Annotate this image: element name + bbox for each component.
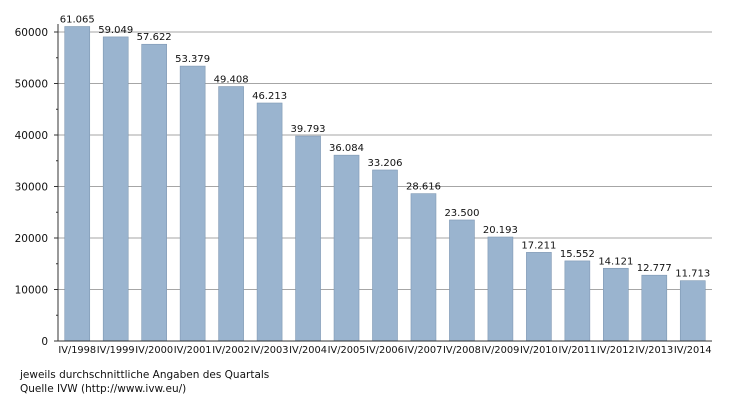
bar bbox=[256, 102, 283, 342]
bar-value-label: 39.793 bbox=[291, 124, 326, 135]
y-tick-label: 20000 bbox=[15, 233, 48, 245]
bar bbox=[141, 43, 167, 342]
x-tick-label: IV/2013 bbox=[635, 345, 673, 356]
bar-value-label: 15.552 bbox=[560, 249, 595, 260]
bar-value-label: 12.777 bbox=[637, 263, 672, 274]
y-tick-label: 60000 bbox=[15, 27, 48, 39]
bar-value-label: 17.211 bbox=[521, 240, 556, 251]
x-tick-label: IV/2002 bbox=[212, 345, 250, 356]
bar bbox=[295, 135, 321, 342]
bar bbox=[487, 236, 514, 342]
x-tick-label: IV/2007 bbox=[405, 345, 443, 356]
y-tick-label: 50000 bbox=[15, 79, 48, 91]
bar-value-label: 20.193 bbox=[483, 225, 518, 236]
x-tick-label: IV/1999 bbox=[97, 345, 135, 356]
x-tick-label: IV/2009 bbox=[481, 345, 519, 356]
x-tick-label: IV/2004 bbox=[289, 345, 327, 356]
bar-value-label: 46.213 bbox=[252, 91, 287, 102]
bar-value-label: 11.713 bbox=[675, 269, 710, 280]
y-tick-label: 0 bbox=[41, 336, 48, 348]
x-tick-label: IV/2012 bbox=[597, 345, 635, 356]
x-tick-label: IV/2005 bbox=[328, 345, 366, 356]
x-tick-label: IV/2006 bbox=[366, 345, 404, 356]
x-tick-label: IV/2014 bbox=[674, 345, 712, 356]
bar-value-label: 36.084 bbox=[329, 143, 364, 154]
bar-value-label: 14.121 bbox=[598, 256, 633, 267]
x-tick-label: IV/2001 bbox=[174, 345, 212, 356]
bar bbox=[449, 219, 475, 342]
bar bbox=[102, 36, 129, 342]
bar bbox=[603, 267, 629, 342]
bar-value-label: 23.500 bbox=[444, 208, 479, 219]
bar-value-label: 59.049 bbox=[98, 25, 133, 36]
bar-value-label: 33.206 bbox=[368, 158, 403, 169]
x-tick-label: IV/1998 bbox=[58, 345, 96, 356]
bar-value-label: 28.616 bbox=[406, 182, 441, 193]
bar bbox=[218, 86, 244, 342]
x-tick-label: IV/2008 bbox=[443, 345, 481, 356]
x-tick-label: IV/2003 bbox=[251, 345, 289, 356]
y-tick-label: 30000 bbox=[15, 182, 48, 194]
bar-value-label: 57.622 bbox=[137, 32, 172, 43]
bar bbox=[679, 280, 706, 342]
x-tick-label: IV/2011 bbox=[558, 345, 596, 356]
bar bbox=[333, 154, 360, 342]
footnote-source: Quelle IVW (http://www.ivw.eu/) bbox=[20, 383, 187, 395]
bar bbox=[641, 274, 668, 342]
y-tick-label: 40000 bbox=[15, 130, 48, 142]
bar bbox=[179, 65, 206, 342]
bar-chart: 0 10000 20000 30000 40000 50000 60000 61.065 IV/… bbox=[15, 15, 712, 356]
bar bbox=[372, 169, 398, 342]
bar-value-label: 53.379 bbox=[175, 54, 210, 65]
y-tick-label: 10000 bbox=[15, 285, 48, 297]
bar bbox=[64, 26, 91, 342]
bar bbox=[564, 260, 591, 342]
footnote-averages: jeweils durchschnittliche Angaben des Qu… bbox=[20, 369, 270, 381]
x-tick-label: IV/2000 bbox=[135, 345, 173, 356]
bar bbox=[526, 252, 552, 342]
x-tick-label: IV/2010 bbox=[520, 345, 558, 356]
bar-value-label: 49.408 bbox=[214, 75, 249, 86]
bar bbox=[410, 193, 437, 342]
bar-value-label: 61.065 bbox=[60, 15, 95, 26]
